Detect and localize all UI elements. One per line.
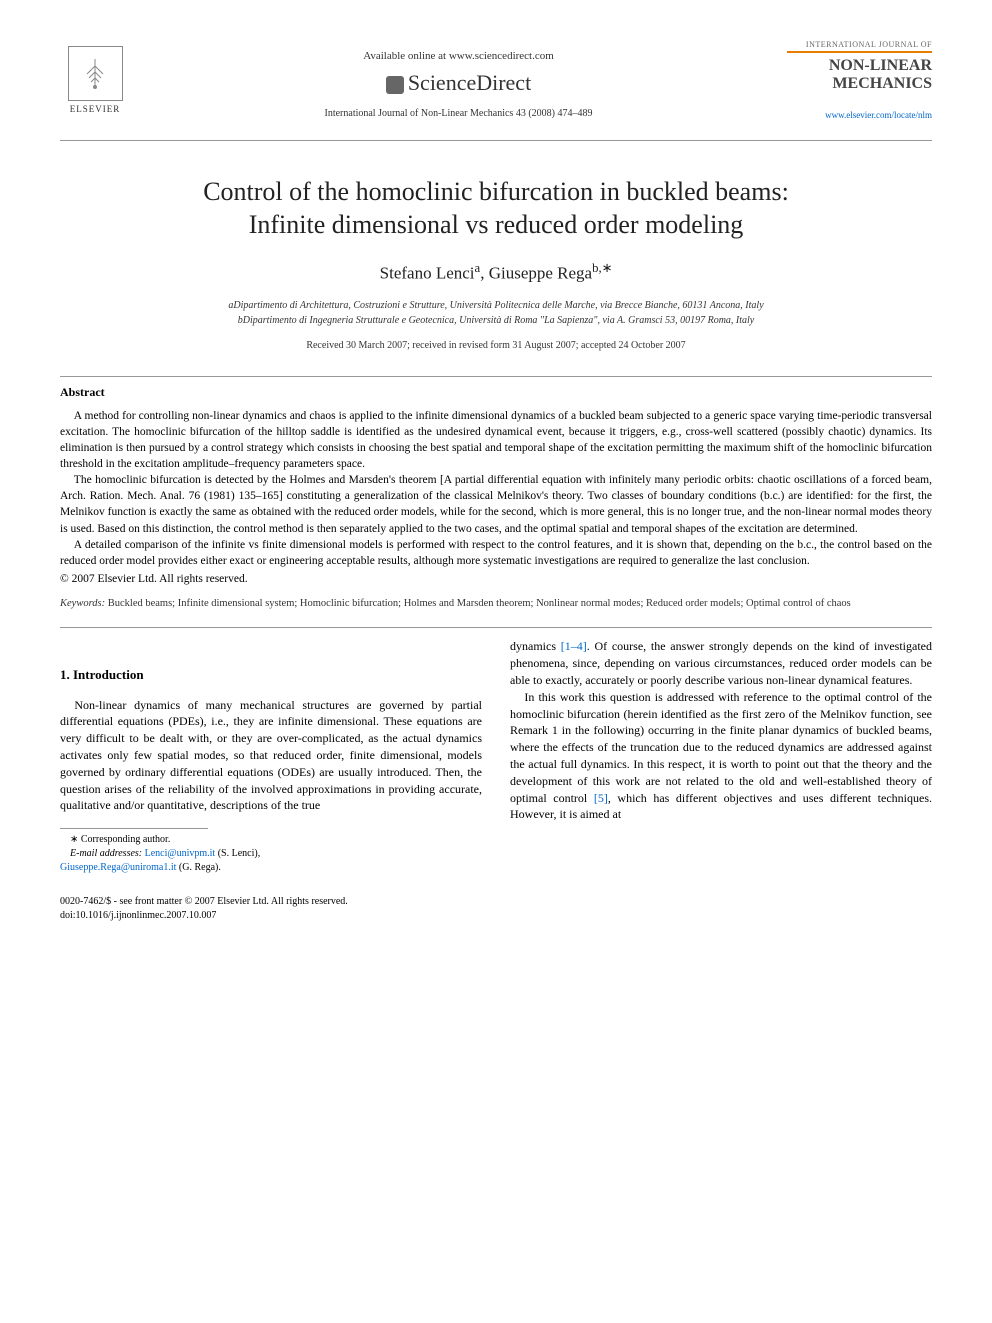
ref-link-1-4[interactable]: [1–4] bbox=[561, 639, 587, 653]
email-footnote: E-mail addresses: Lenci@univpm.it (S. Le… bbox=[60, 847, 482, 875]
abstract-bottom-rule bbox=[60, 627, 932, 628]
affiliation-a: aDipartimento di Architettura, Costruzio… bbox=[60, 298, 932, 313]
journal-reference: International Journal of Non-Linear Mech… bbox=[130, 108, 787, 119]
footnote-rule bbox=[60, 828, 208, 829]
elsevier-logo: ELSEVIER bbox=[60, 40, 130, 120]
elsevier-tree-icon bbox=[68, 46, 123, 101]
journal-homepage-link[interactable]: www.elsevier.com/locate/nlm bbox=[787, 110, 932, 120]
page-footer: 0020-7462/$ - see front matter © 2007 El… bbox=[60, 895, 932, 923]
copyright: © 2007 Elsevier Ltd. All rights reserved… bbox=[60, 573, 932, 585]
center-header: Available online at www.sciencedirect.co… bbox=[130, 40, 787, 119]
left-column: 1. Introduction Non-linear dynamics of m… bbox=[60, 638, 482, 875]
keywords-text: Buckled beams; Infinite dimensional syst… bbox=[105, 598, 851, 609]
abstract-p2: The homoclinic bifurcation is detected b… bbox=[60, 472, 932, 536]
footer-front-matter: 0020-7462/$ - see front matter © 2007 El… bbox=[60, 895, 932, 909]
abstract-top-rule bbox=[60, 376, 932, 377]
affiliation-b: bDipartimento di Ingegneria Strutturale … bbox=[60, 313, 932, 328]
abstract-heading: Abstract bbox=[60, 385, 932, 400]
ref-link-5[interactable]: [5] bbox=[594, 791, 608, 805]
right-column: dynamics [1–4]. Of course, the answer st… bbox=[510, 638, 932, 875]
intro-left-p1: Non-linear dynamics of many mechanical s… bbox=[60, 697, 482, 815]
section-1-heading: 1. Introduction bbox=[60, 666, 482, 684]
footer-doi: doi:10.1016/j.ijnonlinmec.2007.10.007 bbox=[60, 909, 932, 923]
article-title: Control of the homoclinic bifurcation in… bbox=[60, 176, 932, 241]
top-rule bbox=[60, 140, 932, 141]
abstract-p1: A method for controlling non-linear dyna… bbox=[60, 408, 932, 472]
affiliations: aDipartimento di Architettura, Costruzio… bbox=[60, 298, 932, 328]
keywords: Keywords: Buckled beams; Infinite dimens… bbox=[60, 597, 932, 612]
abstract-p3: A detailed comparison of the infinite vs… bbox=[60, 537, 932, 569]
sciencedirect-icon bbox=[386, 76, 404, 94]
email-link-2[interactable]: Giuseppe.Rega@uniroma1.it bbox=[60, 862, 176, 873]
journal-box-name: NON-LINEAR MECHANICS bbox=[787, 51, 932, 92]
journal-box: INTERNATIONAL JOURNAL OF NON-LINEAR MECH… bbox=[787, 40, 932, 120]
available-online-text: Available online at www.sciencedirect.co… bbox=[130, 50, 787, 62]
header: ELSEVIER Available online at www.science… bbox=[60, 40, 932, 120]
corresponding-footnote: ∗ Corresponding author. bbox=[60, 833, 482, 847]
keywords-label: Keywords: bbox=[60, 598, 105, 609]
intro-right-p1: dynamics [1–4]. Of course, the answer st… bbox=[510, 638, 932, 688]
email-link-1[interactable]: Lenci@univpm.it bbox=[145, 848, 216, 859]
elsevier-text: ELSEVIER bbox=[70, 104, 121, 114]
journal-box-label: INTERNATIONAL JOURNAL OF bbox=[787, 40, 932, 49]
authors: Stefano Lencia, Giuseppe Regab,∗ bbox=[60, 261, 932, 284]
sciencedirect-logo: ScienceDirect bbox=[130, 70, 787, 96]
sciencedirect-text: ScienceDirect bbox=[408, 70, 531, 95]
body-columns: 1. Introduction Non-linear dynamics of m… bbox=[60, 638, 932, 875]
intro-right-p2: In this work this question is addressed … bbox=[510, 689, 932, 823]
email-label: E-mail addresses: bbox=[70, 848, 142, 859]
article-dates: Received 30 March 2007; received in revi… bbox=[60, 340, 932, 351]
abstract-body: A method for controlling non-linear dyna… bbox=[60, 408, 932, 569]
